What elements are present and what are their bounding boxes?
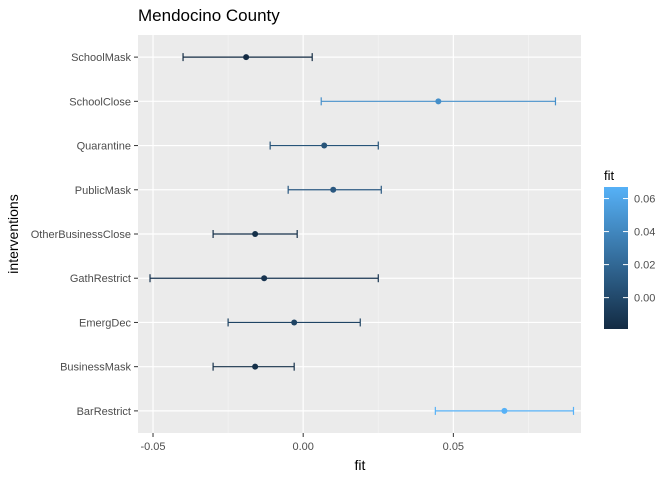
fit-point	[330, 186, 337, 193]
legend-tick-label: 0.04	[634, 227, 655, 239]
y-axis: SchoolMask SchoolClose Quarantine PublicMas…	[31, 52, 138, 418]
y-tick-label: PublicMask	[75, 185, 132, 197]
legend-colorbar	[604, 187, 628, 329]
y-tick-label: Quarantine	[77, 141, 131, 153]
x-tick-label: -0.05	[140, 441, 165, 453]
y-tick-label: BusinessMask	[60, 362, 131, 374]
y-tick-label: OtherBusinessClose	[31, 229, 131, 241]
x-tick-label: 0.05	[443, 441, 464, 453]
x-axis: -0.05 0.00 0.05	[140, 433, 464, 453]
x-axis-title: fit	[355, 457, 366, 473]
fit-point	[243, 54, 250, 61]
fit-point	[435, 98, 442, 105]
fit-point	[252, 231, 259, 237]
fit-point	[261, 275, 268, 282]
y-tick-label: SchoolClose	[69, 96, 131, 108]
y-tick-label: BarRestrict	[77, 406, 131, 418]
error-bars	[149, 53, 575, 415]
fit-point	[252, 363, 259, 370]
fit-point	[291, 319, 298, 326]
y-tick-label: EmergDec	[79, 317, 131, 329]
legend-title: fit	[604, 168, 615, 183]
fit-point	[501, 407, 508, 414]
y-axis-title: interventions	[5, 194, 21, 273]
legend-tick-label: 0.00	[634, 293, 655, 305]
y-tick-label: SchoolMask	[71, 52, 131, 64]
y-tick-label: GathRestrict	[70, 273, 131, 285]
x-tick-label: 0.00	[292, 441, 313, 453]
color-legend: fit 0.00 0.02 0.04 0.06	[604, 168, 655, 329]
legend-tick-label: 0.06	[634, 194, 655, 206]
chart-title: Mendocino County	[138, 6, 280, 25]
fit-point	[321, 142, 328, 149]
legend-tick-label: 0.02	[634, 260, 655, 272]
